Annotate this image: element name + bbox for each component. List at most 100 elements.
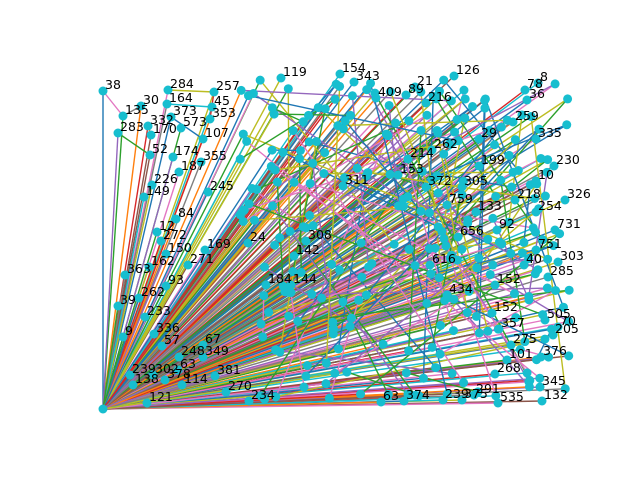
edge-local xyxy=(456,89,465,120)
node-162 xyxy=(144,262,154,272)
node-unlabeled xyxy=(424,244,434,254)
node-373 xyxy=(166,112,176,122)
node-unlabeled xyxy=(255,391,265,401)
node-label: 84 xyxy=(178,205,194,220)
node-label: 214 xyxy=(410,145,434,160)
node-759 xyxy=(442,200,452,210)
node-unlabeled xyxy=(540,334,550,344)
node-label: 36 xyxy=(529,86,545,101)
node-unlabeled xyxy=(304,137,314,147)
node-36 xyxy=(522,95,532,105)
node-label: 335 xyxy=(538,125,562,140)
node-283 xyxy=(113,128,123,138)
node-52 xyxy=(145,150,155,160)
node-199 xyxy=(474,161,484,171)
node-label: 345 xyxy=(542,373,566,388)
node-unlabeled xyxy=(452,255,462,265)
node-unlabeled xyxy=(517,248,527,258)
node-label: 153 xyxy=(400,161,424,176)
node-unlabeled xyxy=(381,129,391,139)
node-unlabeled xyxy=(544,352,554,362)
node-unlabeled xyxy=(258,332,268,342)
node-label: 284 xyxy=(170,76,194,91)
node-345 xyxy=(535,382,545,392)
node-label: 142 xyxy=(296,242,320,257)
node-label: 121 xyxy=(149,389,173,404)
node-unlabeled xyxy=(449,294,459,304)
node-114 xyxy=(177,380,187,390)
node-unlabeled xyxy=(305,178,315,188)
node-unlabeled xyxy=(448,326,458,336)
edge-hub-extra xyxy=(102,321,334,410)
node-unlabeled xyxy=(363,168,373,178)
edge-hub-extra xyxy=(102,82,372,410)
node-label: 332 xyxy=(150,112,174,127)
node-unlabeled xyxy=(508,167,518,177)
node-label: 93 xyxy=(168,272,184,287)
node-unlabeled xyxy=(389,239,399,249)
node-731 xyxy=(550,225,560,235)
node-29 xyxy=(474,134,484,144)
node-169 xyxy=(200,245,210,255)
node-349 xyxy=(198,352,208,362)
edge-local xyxy=(366,89,463,250)
node-154 xyxy=(335,69,345,79)
node-unlabeled xyxy=(404,244,414,254)
node-unlabeled xyxy=(450,127,460,137)
node-unlabeled xyxy=(384,100,394,110)
node-234 xyxy=(244,396,254,406)
node-unlabeled xyxy=(404,346,414,356)
node-label: 10 xyxy=(538,167,554,182)
node-21 xyxy=(410,82,420,92)
node-unlabeled xyxy=(424,208,434,218)
node-138 xyxy=(128,380,138,390)
edge-hub-extra xyxy=(102,91,391,410)
node-unlabeled xyxy=(480,94,490,104)
node-label: 248 xyxy=(181,343,205,358)
edge-local xyxy=(331,241,500,266)
node-label: 67 xyxy=(205,331,221,346)
node-label: 305 xyxy=(464,173,488,188)
node-unlabeled xyxy=(433,188,443,198)
edge-local xyxy=(243,133,548,260)
edge-local xyxy=(305,128,540,377)
node-unlabeled xyxy=(488,213,498,223)
node-unlabeled xyxy=(244,199,254,209)
node-unlabeled xyxy=(517,110,527,120)
node-unlabeled xyxy=(422,298,432,308)
node-268 xyxy=(490,369,500,379)
node-unlabeled xyxy=(439,149,449,159)
node-label: 308 xyxy=(308,227,332,242)
node-unlabeled xyxy=(543,254,553,264)
node-unlabeled xyxy=(480,103,490,113)
node-unlabeled xyxy=(504,217,514,227)
node-308 xyxy=(301,236,311,246)
node-unlabeled xyxy=(295,145,305,155)
node-unlabeled xyxy=(522,368,532,378)
edge-hub-262 xyxy=(102,297,140,410)
node-unlabeled xyxy=(345,321,355,331)
node-38 xyxy=(98,86,108,96)
node-374 xyxy=(399,396,409,406)
node-label: 343 xyxy=(356,68,380,83)
node-unlabeled xyxy=(311,136,321,146)
edge-local xyxy=(334,290,470,374)
node-8 xyxy=(533,78,543,88)
node-label: 132 xyxy=(544,387,568,402)
node-unlabeled xyxy=(328,329,338,339)
edge-hub-extra xyxy=(102,158,241,410)
node-unlabeled xyxy=(301,371,311,381)
node-unlabeled xyxy=(356,238,366,248)
node-unlabeled xyxy=(535,373,545,383)
edge-local xyxy=(461,139,516,196)
node-184 xyxy=(261,280,271,290)
edge-local xyxy=(445,245,528,374)
node-unlabeled xyxy=(284,311,294,321)
node-unlabeled xyxy=(338,297,348,307)
edge-local xyxy=(325,257,480,385)
node-unlabeled xyxy=(333,121,343,131)
node-label: 164 xyxy=(169,90,193,105)
node-label: 233 xyxy=(147,303,171,318)
node-layer xyxy=(98,69,574,414)
node-unlabeled xyxy=(453,136,463,146)
